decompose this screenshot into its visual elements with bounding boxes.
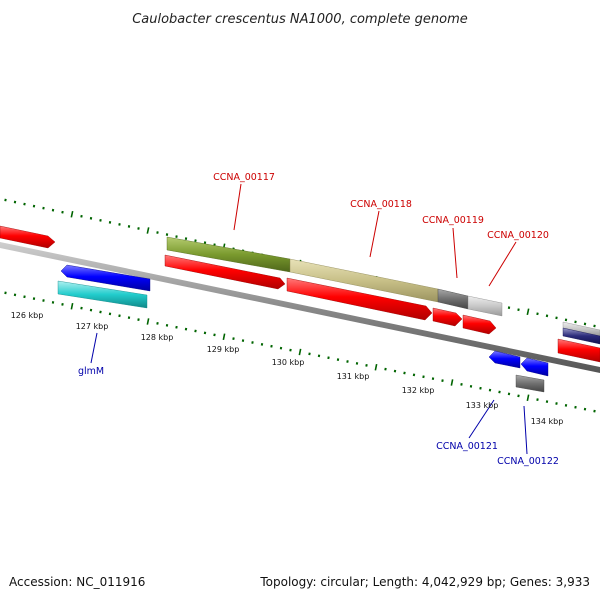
gene-block-right-edge[interactable] <box>562 321 600 337</box>
genome-backbone <box>0 242 600 373</box>
gene-label-ccna-00121[interactable]: CCNA_00121 <box>436 441 498 452</box>
inner-ring-major-tick <box>298 348 302 356</box>
reverse-strand-features <box>57 264 549 393</box>
inner-ring-major-tick <box>222 333 226 341</box>
outer-ring-minor-tick <box>564 318 568 322</box>
outer-ring-minor-tick <box>583 322 587 326</box>
outer-ring-minor-tick <box>108 220 112 224</box>
outer-ring-minor-tick <box>99 218 102 222</box>
gene-block-ccna-00120[interactable] <box>467 295 503 317</box>
gene-label-ccna-00120[interactable]: CCNA_00120 <box>487 230 549 241</box>
label-connectors <box>90 183 528 455</box>
outer-ring-minor-tick <box>517 308 520 312</box>
gene-label-glmm[interactable]: glmM <box>78 366 104 377</box>
connector-ccna-00118 <box>369 210 380 258</box>
scale-label-133: 133 kbp <box>466 401 499 410</box>
gene-block-glmm[interactable] <box>57 280 148 309</box>
scale-label-127: 127 kbp <box>76 322 109 331</box>
outer-ring-minor-tick <box>89 216 93 220</box>
cds-arrow-ccna-00119[interactable] <box>432 307 463 327</box>
outer-ring-minor-tick <box>61 210 64 214</box>
cds-arrow-ccna-00121[interactable] <box>488 350 521 369</box>
connector-ccna-00121 <box>468 399 495 439</box>
scale-label-134: 134 kbp <box>531 417 564 426</box>
cds-arrow-glmm[interactable] <box>60 264 151 292</box>
gene-label-ccna-00119[interactable]: CCNA_00119 <box>422 215 484 226</box>
outer-ring-minor-tick <box>536 312 539 316</box>
cds-arrow-ccna-00122[interactable] <box>520 357 549 377</box>
outer-ring-minor-tick <box>194 239 197 243</box>
outer-ring-minor-tick <box>574 320 577 324</box>
scale-label-128: 128 kbp <box>141 333 174 342</box>
connector-glmm <box>90 332 98 364</box>
outer-ring-minor-tick <box>555 316 558 320</box>
scale-labels: 126 kbp 127 kbp 128 kbp 129 kbp 130 kbp … <box>11 311 564 426</box>
outer-ring-minor-tick <box>203 241 207 245</box>
inner-tick-ring <box>4 291 596 413</box>
gene-label-ccna-00118[interactable]: CCNA_00118 <box>350 199 412 210</box>
connector-ccna-00117 <box>233 183 242 231</box>
scale-label-129: 129 kbp <box>207 345 240 354</box>
outer-ring-minor-tick <box>184 237 188 241</box>
outer-ring-minor-tick <box>156 231 159 234</box>
outer-ring-minor-tick <box>23 202 26 206</box>
map-title: Caulobacter crescentus NA1000, complete … <box>132 12 468 27</box>
outer-ring-minor-tick <box>137 227 140 230</box>
connector-ccna-00122 <box>523 405 528 455</box>
inner-ring-major-tick <box>374 363 378 371</box>
gene-labels: CCNA_00117 CCNA_00118 CCNA_00119 CCNA_00… <box>78 172 559 467</box>
gene-label-ccna-00122[interactable]: CCNA_00122 <box>497 456 559 467</box>
gene-arrow-left-edge[interactable] <box>0 225 56 249</box>
topology-summary: Topology: circular; Length: 4,042,929 bp… <box>259 575 590 589</box>
connector-ccna-00119 <box>452 227 458 279</box>
accession-text: Accession: NC_011916 <box>9 575 145 589</box>
outer-ring-major-tick <box>70 210 74 218</box>
gene-block-ccna-00122[interactable] <box>515 374 545 393</box>
inner-ring-major-tick <box>70 302 74 310</box>
outer-ring-minor-tick <box>13 200 17 204</box>
scale-label-131: 131 kbp <box>337 372 370 381</box>
inner-ring-major-tick <box>526 394 530 402</box>
gene-label-ccna-00117[interactable]: CCNA_00117 <box>213 172 275 183</box>
cds-arrow-ccna-00117[interactable] <box>164 254 286 290</box>
outer-ring-minor-tick <box>127 225 131 228</box>
outer-ring-minor-tick <box>118 223 121 226</box>
outer-ring-major-tick <box>526 308 530 316</box>
scale-label-126: 126 kbp <box>11 311 44 320</box>
cds-arrow-ccna-00118[interactable] <box>286 277 433 321</box>
inner-ring-major-tick <box>450 379 454 386</box>
cds-arrow-ccna-00120[interactable] <box>462 314 497 335</box>
outer-ring-minor-tick <box>32 204 36 208</box>
outer-ring-minor-tick <box>175 235 178 238</box>
outer-ring-major-tick <box>146 227 150 234</box>
inner-ring-major-tick <box>146 318 150 325</box>
gene-block-ccna-00119[interactable] <box>437 288 469 310</box>
cds-arrow-right-edge[interactable] <box>557 338 600 363</box>
outer-ring-minor-tick <box>545 314 549 318</box>
scale-label-130: 130 kbp <box>272 358 305 367</box>
outer-ring-minor-tick <box>80 214 83 218</box>
scale-label-132: 132 kbp <box>402 386 435 395</box>
outer-ring-minor-tick <box>165 233 169 236</box>
outer-ring-minor-tick <box>4 198 7 202</box>
outer-ring-minor-tick <box>593 324 596 328</box>
forward-strand-features <box>0 225 600 363</box>
outer-ring-minor-tick <box>51 208 55 212</box>
gene-block-right-edge-navy[interactable] <box>562 327 600 345</box>
outer-ring-minor-tick <box>42 206 45 210</box>
outer-ring-minor-tick <box>507 306 511 310</box>
connector-ccna-00120 <box>488 241 517 287</box>
